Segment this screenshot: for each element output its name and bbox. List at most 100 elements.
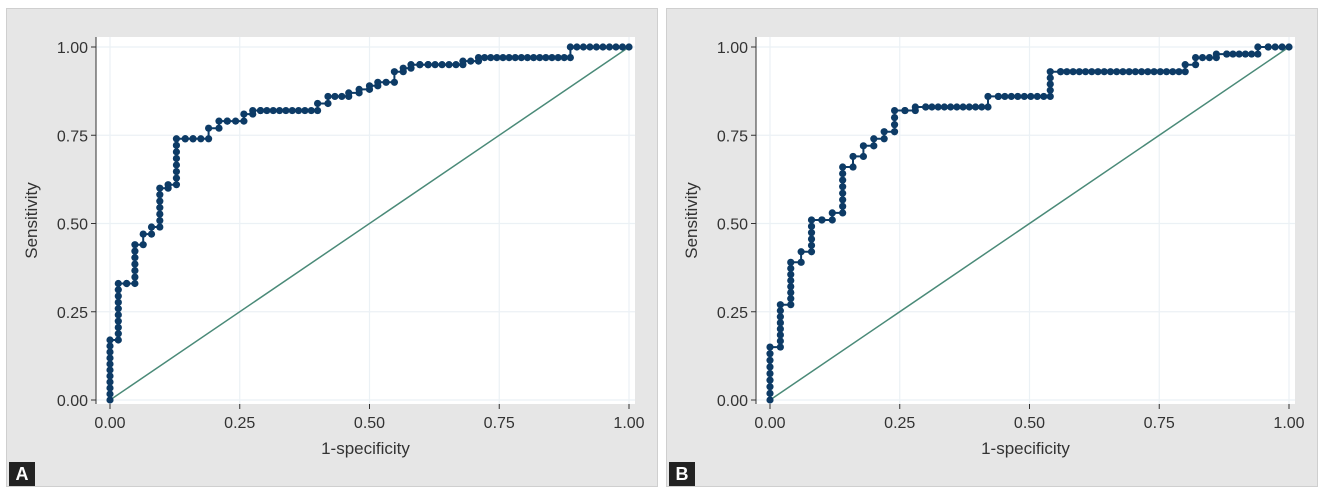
y-axis-title: Sensitivity [22, 182, 41, 259]
roc-point [106, 360, 114, 368]
roc-point [511, 53, 519, 62]
roc-point [338, 92, 346, 101]
roc-point [314, 106, 322, 115]
roc-point [797, 258, 805, 266]
roc-point [1046, 80, 1054, 88]
roc-point [901, 106, 909, 115]
roc-point [445, 61, 453, 69]
roc-point [1113, 68, 1121, 76]
y-tick-label: 0.75 [57, 128, 88, 145]
roc-point [1046, 92, 1054, 101]
roc-point [114, 336, 122, 344]
y-tick-label: 0.25 [57, 305, 88, 322]
plot-area [96, 37, 635, 404]
roc-point [172, 141, 181, 149]
panel-label-b: B [669, 462, 695, 486]
roc-point [481, 53, 489, 62]
roc-point [776, 337, 784, 345]
roc-point [156, 210, 164, 218]
x-tick-label: 0.00 [754, 415, 785, 432]
roc-point [131, 247, 139, 255]
x-tick-label: 0.25 [884, 415, 915, 432]
roc-point [1241, 50, 1250, 58]
roc-point [766, 389, 774, 397]
roc-point [459, 57, 467, 65]
roc-point [114, 330, 122, 338]
roc-point [787, 301, 795, 309]
roc-point [1081, 68, 1090, 76]
roc-point [114, 298, 122, 306]
roc-point [787, 288, 795, 297]
roc-point [365, 82, 374, 90]
roc-point [776, 307, 784, 315]
roc-point [766, 343, 774, 351]
roc-point [1088, 68, 1096, 76]
roc-point [947, 103, 955, 111]
roc-point [849, 152, 857, 161]
roc-point [517, 53, 525, 62]
roc-point [530, 53, 538, 62]
roc-point [787, 282, 795, 291]
roc-point [797, 248, 805, 256]
roc-point [766, 363, 774, 371]
roc-point [1235, 50, 1243, 58]
y-tick-label: 0.50 [717, 217, 748, 234]
roc-point [787, 258, 795, 266]
roc-point [1125, 68, 1133, 76]
roc-point [766, 350, 774, 358]
roc-point [263, 106, 271, 115]
roc-point [390, 68, 399, 76]
roc-point [172, 161, 181, 169]
roc-point [536, 53, 544, 62]
roc-point [839, 202, 847, 210]
x-tick-label: 1.00 [613, 415, 644, 432]
roc-point [382, 78, 390, 86]
roc-point [766, 376, 774, 384]
roc-point [355, 85, 363, 93]
roc-point [249, 106, 257, 115]
roc-point [314, 99, 322, 108]
roc-point [240, 117, 248, 125]
roc-point [156, 197, 164, 205]
roc-point [172, 174, 181, 182]
roc-point [1001, 92, 1009, 101]
x-tick-label: 0.00 [94, 415, 125, 432]
roc-point [787, 270, 795, 279]
roc-point [1271, 43, 1279, 51]
roc-point [181, 135, 189, 143]
roc-point [197, 135, 205, 143]
roc-point [275, 106, 284, 115]
y-tick-label: 0.75 [717, 128, 748, 145]
roc-point [156, 184, 164, 192]
roc-point [114, 292, 122, 300]
roc-point [172, 135, 181, 143]
roc-point [554, 53, 562, 62]
panel-label-a: A [9, 462, 35, 486]
roc-point [922, 103, 930, 111]
roc-point [106, 390, 114, 398]
roc-point [818, 216, 826, 224]
roc-point [776, 319, 784, 327]
roc-point [807, 216, 816, 224]
y-tick-label: 0.00 [57, 393, 88, 410]
roc-point [1191, 61, 1200, 69]
roc-point [1063, 68, 1071, 76]
roc-point [438, 61, 446, 69]
roc-chart-a: 0.00 0.25 0.50 0.75 1.00 0.00 0.25 0.50 0.75 1.00… [22, 37, 645, 458]
roc-point [172, 148, 181, 156]
roc-point [994, 92, 1002, 101]
roc-point [766, 396, 774, 404]
roc-point [1033, 92, 1041, 101]
roc-point [1254, 50, 1262, 58]
x-axis-title: 1-specificity [981, 439, 1070, 458]
roc-point [256, 106, 265, 115]
roc-point [1278, 43, 1286, 51]
roc-point [548, 53, 556, 62]
roc-panel-b: 0.00 0.25 0.50 0.75 1.00 0.00 0.25 0.50 0.75 1.00… [666, 8, 1318, 487]
x-tick-label: 0.50 [1014, 415, 1045, 432]
roc-point [114, 286, 122, 294]
roc-point [106, 396, 114, 404]
roc-point [493, 53, 501, 62]
roc-point [390, 78, 399, 86]
roc-point [807, 229, 816, 237]
